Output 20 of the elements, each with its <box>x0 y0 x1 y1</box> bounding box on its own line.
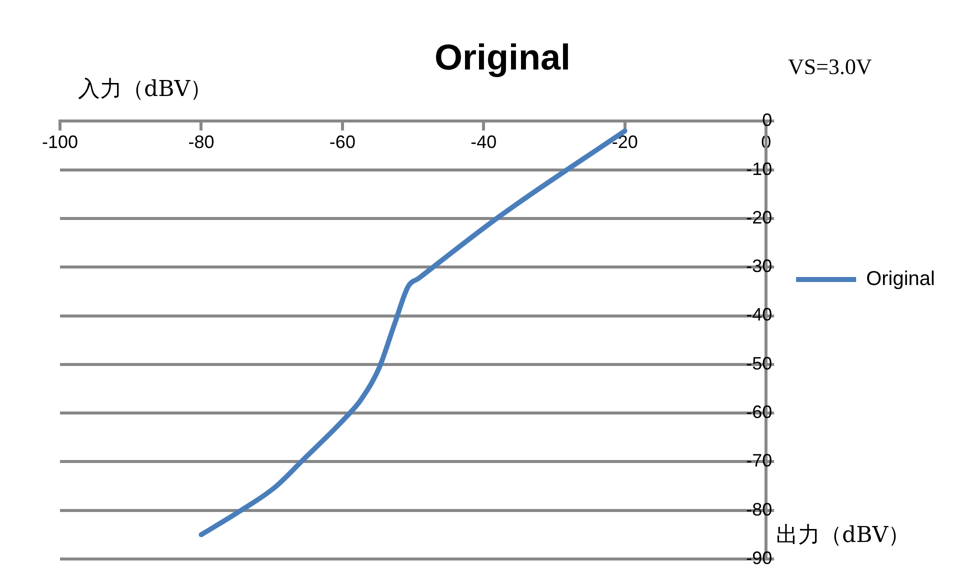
chart-title: Original <box>434 36 571 78</box>
x-axis-title: 入力（dBV） <box>78 76 212 104</box>
x-tick-label: -100 <box>42 132 78 152</box>
y-tick-label: -40 <box>746 304 772 325</box>
y-tick-label: -50 <box>746 353 772 374</box>
y-axis-title: 出力（dBV） <box>776 522 910 550</box>
y-tick-label: -30 <box>746 256 772 276</box>
y-tick-label: -20 <box>746 207 772 228</box>
y-tick-label: -90 <box>746 548 772 568</box>
y-tick-label: -70 <box>746 450 772 471</box>
x-tick-label: -60 <box>329 132 356 152</box>
text: VS=3.0V <box>788 54 872 80</box>
y-tick-label: -10 <box>746 158 772 179</box>
x-tick-label: -40 <box>470 132 497 152</box>
y-tick-label: -80 <box>746 499 772 520</box>
x-tick-label: -80 <box>188 132 214 152</box>
y-tick-label: -60 <box>746 402 772 422</box>
legend-label: Original <box>866 268 936 290</box>
x-tick-label: -20 <box>612 132 638 152</box>
y-tick-label: 0 <box>762 110 772 130</box>
